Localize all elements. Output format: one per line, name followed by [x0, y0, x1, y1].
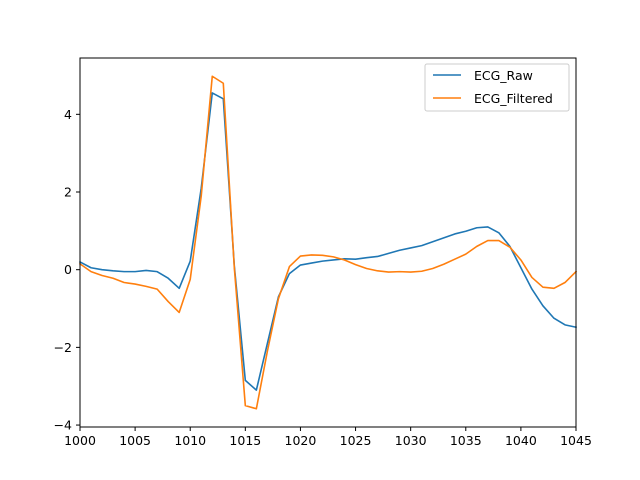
- y-tick-label: 4: [64, 107, 72, 122]
- x-tick-label: 1000: [64, 433, 96, 448]
- x-tick-label: 1005: [119, 433, 151, 448]
- legend: ECG_Raw ECG_Filtered: [424, 63, 570, 112]
- x-tick-label: 1035: [450, 433, 482, 448]
- legend-label-ecg-filtered: ECG_Filtered: [474, 91, 553, 106]
- legend-label-ecg-raw: ECG_Raw: [474, 68, 533, 83]
- plot-area: [80, 58, 576, 427]
- y-tick-label: −4: [54, 418, 72, 433]
- y-tick-label: 2: [64, 185, 72, 200]
- x-tick-label: 1015: [229, 433, 261, 448]
- x-tick-label: 1010: [174, 433, 206, 448]
- series-line-ecg-raw: [78, 92, 577, 391]
- x-tick-label: 1045: [560, 433, 592, 448]
- x-tick-label: 1020: [285, 433, 317, 448]
- axes-frame: [79, 57, 577, 428]
- x-tick-label: 1025: [340, 433, 372, 448]
- series-layer: [78, 75, 578, 410]
- x-tick-label: 1040: [505, 433, 537, 448]
- axes-layer: 1000 1005 1010 1015 1020 1025 1030 1035 1040 1045…: [54, 57, 592, 448]
- y-tick-label: 0: [64, 262, 72, 277]
- y-tick-label: −2: [54, 340, 72, 355]
- series-line-ecg-filtered: [78, 75, 578, 410]
- x-tick-label: 1030: [395, 433, 427, 448]
